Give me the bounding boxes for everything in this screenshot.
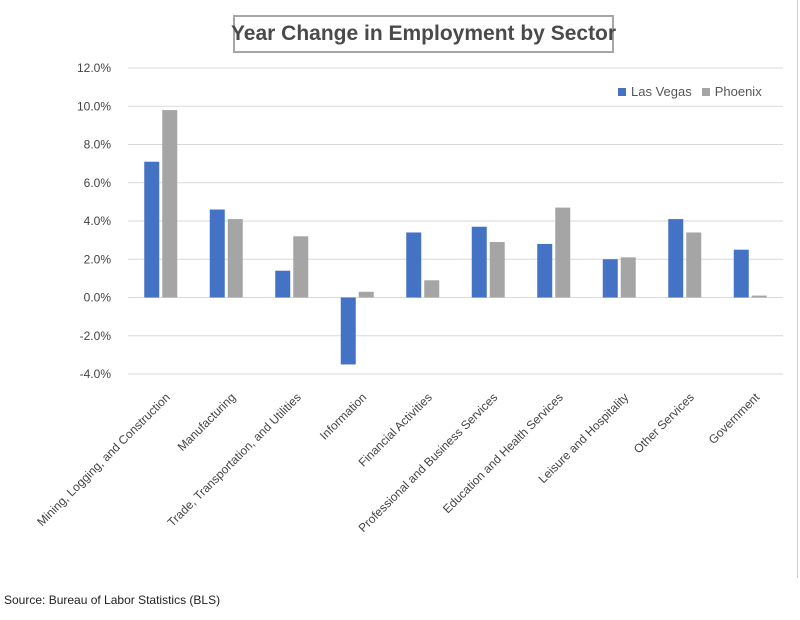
bar-phoenix xyxy=(489,242,505,298)
bar-las-vegas xyxy=(340,297,356,365)
bar-las-vegas xyxy=(406,232,422,298)
bar-chart: 12.0% 10.0% 8.0% 6.0% 4.0% 2.0% 0.0% -2.0% -4.0%… xyxy=(34,61,783,535)
x-tick-label: Education and Health Services xyxy=(440,390,566,516)
x-tick-label: Professional and Business Services xyxy=(356,390,501,535)
chart-title: Year Change in Employment by Sector xyxy=(230,22,617,45)
y-tick-label: 8.0% xyxy=(84,138,112,152)
y-tick-label: 12.0% xyxy=(77,61,111,75)
x-tick-label: Mining, Logging, and Construction xyxy=(34,390,173,529)
bar-las-vegas xyxy=(275,270,291,298)
bar-las-vegas xyxy=(602,259,618,298)
y-tick-label: 0.0% xyxy=(84,291,112,305)
bar-phoenix xyxy=(162,110,178,298)
bar-las-vegas xyxy=(209,209,225,298)
bar-las-vegas xyxy=(733,249,749,298)
x-tick-label: Other Services xyxy=(631,390,697,456)
y-tick-label: -4.0% xyxy=(80,367,112,381)
x-tick-label: Trade, Transportation, and Utilities xyxy=(165,390,304,529)
x-tick-label: Manufacturing xyxy=(175,390,239,454)
bar-phoenix xyxy=(751,295,767,298)
y-tick-label: 6.0% xyxy=(84,176,112,190)
legend-item-phoenix: Phoenix xyxy=(701,84,762,99)
y-tick-label: 10.0% xyxy=(77,99,111,113)
chart-title-box: Year Change in Employment by Sector xyxy=(230,15,617,53)
y-tick-label: 4.0% xyxy=(84,214,112,228)
bar-phoenix xyxy=(686,232,702,298)
bar-las-vegas xyxy=(668,219,684,298)
bar-phoenix xyxy=(358,291,374,298)
bar-phoenix xyxy=(555,207,571,298)
legend-label-las-vegas: Las Vegas xyxy=(631,84,692,99)
y-tick-label: -2.0% xyxy=(80,329,112,343)
x-tick-label: Government xyxy=(706,390,763,447)
bar-phoenix xyxy=(293,236,309,298)
bar-las-vegas xyxy=(537,243,553,298)
legend-swatch-las-vegas xyxy=(618,87,626,96)
y-tick-label: 2.0% xyxy=(84,252,112,266)
legend-swatch-phoenix xyxy=(701,87,710,96)
bar-phoenix xyxy=(227,219,243,298)
bar-las-vegas xyxy=(144,161,160,298)
source-note: Source: Bureau of Labor Statistics (BLS) xyxy=(4,593,221,607)
legend-label-phoenix: Phoenix xyxy=(714,84,762,99)
bar-phoenix xyxy=(620,257,636,298)
bar-las-vegas xyxy=(471,226,487,298)
bar-phoenix xyxy=(424,280,440,298)
chart-frame: 12.0% 10.0% 8.0% 6.0% 4.0% 2.0% 0.0% -2.0% -4.0%… xyxy=(34,0,798,578)
x-tick-label: Information xyxy=(317,390,369,442)
legend-item-las-vegas: Las Vegas xyxy=(618,84,692,99)
legend: Las Vegas Phoenix xyxy=(618,84,772,99)
